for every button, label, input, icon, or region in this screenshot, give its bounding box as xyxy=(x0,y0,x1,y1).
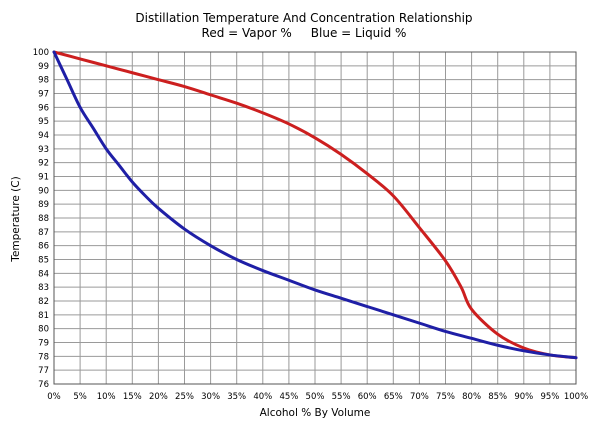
x-tick-label: 95% xyxy=(540,392,559,402)
x-tick-label: 60% xyxy=(358,392,377,402)
x-tick-label: 30% xyxy=(201,392,220,402)
chart-subtitle: Red = Vapor % Blue = Liquid % xyxy=(202,26,407,40)
x-tick-labels: 0% 5% 10% 15% 20% 25% 30% 35% 40% 45% 50% 55% 60% 65%… xyxy=(47,392,588,402)
y-tick-label: 85 xyxy=(38,256,49,266)
y-tick-label: 87 xyxy=(38,228,49,238)
y-tick-label: 82 xyxy=(38,297,49,307)
y-tick-label: 100 xyxy=(33,48,49,58)
y-tick-label: 98 xyxy=(38,76,49,86)
x-tick-label: 65% xyxy=(384,392,403,402)
x-tick-label: 50% xyxy=(306,392,325,402)
y-tick-label: 92 xyxy=(38,159,49,169)
y-axis-label: Temperature (C) xyxy=(10,176,22,262)
x-tick-label: 100% xyxy=(564,392,588,402)
x-tick-label: 85% xyxy=(488,392,507,402)
x-tick-label: 90% xyxy=(514,392,533,402)
y-tick-label: 81 xyxy=(38,311,49,321)
x-tick-label: 15% xyxy=(123,392,142,402)
y-tick-label: 76 xyxy=(38,380,49,390)
y-tick-label: 77 xyxy=(38,366,49,376)
x-tick-label: 10% xyxy=(97,392,116,402)
x-tick-label: 70% xyxy=(410,392,429,402)
series-layer xyxy=(52,50,578,360)
y-tick-label: 96 xyxy=(38,103,49,113)
x-tick-label: 80% xyxy=(462,392,481,402)
y-tick-label: 99 xyxy=(38,62,49,72)
liquid-series-line xyxy=(52,50,578,360)
y-tick-label: 91 xyxy=(38,173,49,183)
plot-border xyxy=(53,51,577,385)
y-tick-label: 84 xyxy=(38,269,49,279)
y-tick-label: 83 xyxy=(38,283,49,293)
x-tick-label: 0% xyxy=(47,392,61,402)
y-tick-label: 86 xyxy=(38,242,49,252)
x-tick-label: 20% xyxy=(149,392,168,402)
vapor-series-line xyxy=(52,50,578,360)
y-tick-labels: 76 77 78 79 80 81 82 83 84 85 86 87 88 89 90 91 92 93 94 95… xyxy=(33,48,49,390)
y-tick-label: 79 xyxy=(38,339,49,349)
y-tick-label: 80 xyxy=(38,325,49,335)
x-tick-label: 55% xyxy=(332,392,351,402)
chart-title: Distillation Temperature And Concentrati… xyxy=(135,11,472,25)
y-tick-label: 94 xyxy=(38,131,49,141)
y-tick-label: 89 xyxy=(38,200,49,210)
y-tick-label: 93 xyxy=(38,145,49,155)
x-tick-label: 40% xyxy=(253,392,272,402)
y-tick-label: 97 xyxy=(38,90,49,100)
y-tick-label: 95 xyxy=(38,117,49,127)
y-tick-label: 90 xyxy=(38,186,49,196)
x-tick-label: 35% xyxy=(227,392,246,402)
x-tick-label: 25% xyxy=(175,392,194,402)
y-tick-label: 78 xyxy=(38,352,49,362)
x-tick-label: 5% xyxy=(73,392,87,402)
x-axis-label: Alcohol % By Volume xyxy=(260,407,371,419)
grid xyxy=(53,51,577,385)
x-tick-label: 45% xyxy=(279,392,298,402)
y-tick-label: 88 xyxy=(38,214,49,224)
x-tick-label: 75% xyxy=(436,392,455,402)
